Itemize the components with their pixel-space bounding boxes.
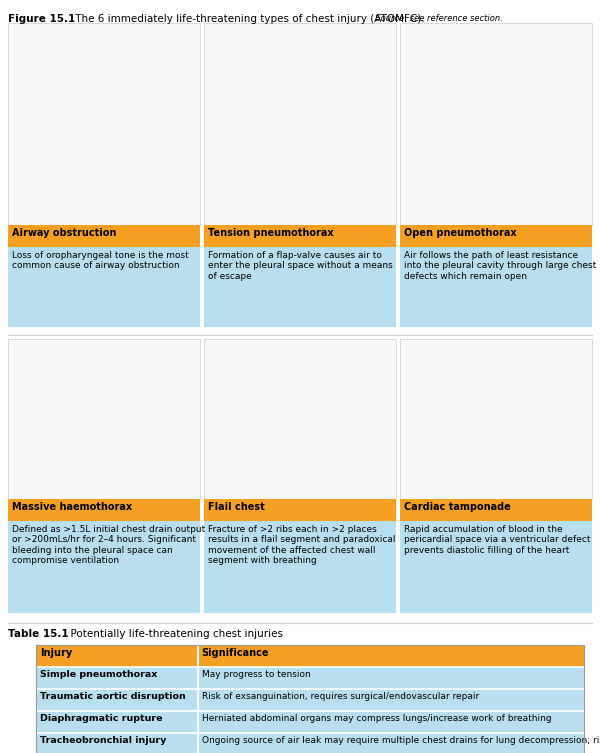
Text: Open pneumothorax: Open pneumothorax <box>404 228 517 238</box>
Text: Herniated abdominal organs may compress lungs/increase work of breathing: Herniated abdominal organs may compress … <box>202 714 551 723</box>
Bar <box>204 339 396 499</box>
Bar <box>8 225 200 247</box>
Bar <box>36 667 584 689</box>
Bar <box>400 521 592 613</box>
Bar <box>36 645 584 667</box>
Bar <box>204 247 396 327</box>
Bar <box>400 23 592 225</box>
Text: Fracture of >2 ribs each in >2 places
results in a flail segment and paradoxical: Fracture of >2 ribs each in >2 places re… <box>208 525 395 566</box>
Text: Diaphragmatic rupture: Diaphragmatic rupture <box>40 714 163 723</box>
Text: Cardiac tamponade: Cardiac tamponade <box>404 502 511 512</box>
Bar <box>400 247 592 327</box>
Bar <box>36 645 584 753</box>
Text: Source: see reference section.: Source: see reference section. <box>370 14 503 23</box>
Text: Defined as >1.5L initial chest drain output
or >200mLs/hr for 2–4 hours. Signifi: Defined as >1.5L initial chest drain out… <box>12 525 205 566</box>
Bar <box>36 689 584 711</box>
Text: May progress to tension: May progress to tension <box>202 670 310 679</box>
Text: The 6 immediately life-threatening types of chest injury (ATOMFC).: The 6 immediately life-threatening types… <box>72 14 425 24</box>
Bar <box>8 499 200 521</box>
Text: Air follows the path of least resistance
into the pleural cavity through large c: Air follows the path of least resistance… <box>404 251 596 281</box>
Text: Airway obstruction: Airway obstruction <box>12 228 116 238</box>
Text: Simple pneumothorax: Simple pneumothorax <box>40 670 157 679</box>
Text: Tension pneumothorax: Tension pneumothorax <box>208 228 334 238</box>
Text: Flail chest: Flail chest <box>208 502 265 512</box>
Bar <box>204 521 396 613</box>
Text: Risk of exsanguination, requires surgical/endovascular repair: Risk of exsanguination, requires surgica… <box>202 692 479 701</box>
Bar <box>400 499 592 521</box>
Text: Loss of oropharyngeal tone is the most
common cause of airway obstruction: Loss of oropharyngeal tone is the most c… <box>12 251 189 270</box>
Bar <box>8 23 200 225</box>
Text: Significance: Significance <box>202 648 269 658</box>
Bar <box>8 339 200 499</box>
Bar <box>8 247 200 327</box>
Text: Figure 15.1: Figure 15.1 <box>8 14 75 24</box>
Text: Formation of a flap-valve causes air to
enter the pleural space without a means
: Formation of a flap-valve causes air to … <box>208 251 393 281</box>
Bar <box>204 225 396 247</box>
Text: Massive haemothorax: Massive haemothorax <box>12 502 132 512</box>
Bar <box>204 499 396 521</box>
Bar <box>400 339 592 499</box>
Text: Table 15.1: Table 15.1 <box>8 629 68 639</box>
Bar <box>400 225 592 247</box>
Bar <box>36 711 584 733</box>
Text: Ongoing source of air leak may require multiple chest drains for lung decompress: Ongoing source of air leak may require m… <box>202 736 600 745</box>
Bar <box>36 733 584 753</box>
Text: Injury: Injury <box>40 648 72 658</box>
Bar <box>8 521 200 613</box>
Text: Rapid accumulation of blood in the
pericardial space via a ventricular defect
pr: Rapid accumulation of blood in the peric… <box>404 525 590 555</box>
Bar <box>204 23 396 225</box>
Text: Traumatic aortic disruption: Traumatic aortic disruption <box>40 692 186 701</box>
Text: Potentially life-threatening chest injuries: Potentially life-threatening chest injur… <box>64 629 283 639</box>
Text: Tracheobronchial injury: Tracheobronchial injury <box>40 736 166 745</box>
